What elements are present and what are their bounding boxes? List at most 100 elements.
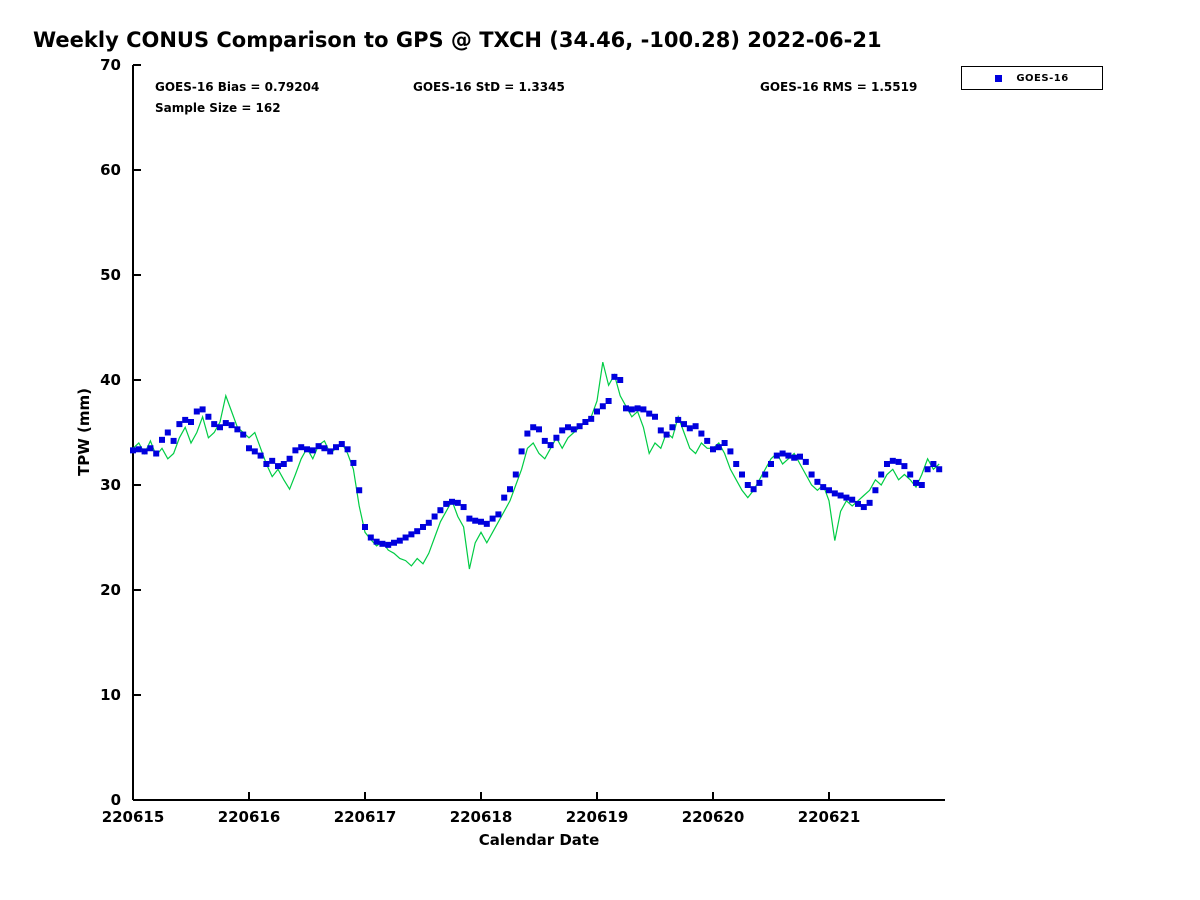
goes16-marker — [454, 499, 461, 506]
y-tick-label: 10 — [100, 686, 121, 704]
goes16-marker — [797, 453, 803, 460]
goes16-marker — [878, 471, 885, 478]
x-tick-label: 220617 — [334, 808, 397, 826]
goes16-marker — [721, 440, 728, 446]
goes16-marker — [570, 426, 577, 433]
goes16-marker — [663, 431, 670, 438]
goes16-marker — [518, 448, 525, 455]
goes16-marker — [159, 436, 165, 443]
goes16-marker — [199, 406, 206, 413]
goes16-marker — [501, 494, 508, 501]
goes16-marker — [773, 452, 780, 459]
goes16-marker — [605, 398, 612, 404]
goes16-marker — [791, 454, 798, 461]
goes16-marker — [414, 528, 421, 535]
goes16-marker — [768, 461, 774, 467]
y-tick-label: 40 — [100, 371, 121, 389]
goes16-marker — [356, 487, 363, 494]
goes16-marker — [228, 422, 235, 429]
goes16-marker — [147, 445, 154, 452]
goes16-marker — [153, 450, 160, 457]
goes16-marker — [675, 416, 682, 423]
goes16-marker — [530, 424, 537, 431]
goes16-marker — [420, 524, 426, 530]
goes16-marker — [710, 446, 716, 453]
annotation-bias: GOES-16 Bias = 0.79204 — [155, 80, 320, 94]
goes16-marker — [193, 408, 200, 415]
goes16-marker — [298, 444, 305, 451]
goes16-marker — [936, 466, 943, 473]
goes16-marker — [141, 448, 148, 455]
goes16-marker — [536, 426, 542, 433]
goes16-marker — [246, 445, 252, 452]
goes16-marker — [188, 419, 194, 425]
goes16-marker — [837, 492, 844, 499]
goes16-marker — [315, 443, 322, 450]
goes16-marker — [449, 498, 455, 505]
y-axis-label: TPW (mm) — [75, 388, 93, 476]
goes16-marker — [866, 499, 873, 506]
goes16-marker — [756, 479, 763, 486]
goes16-marker — [431, 513, 438, 520]
goes16-marker — [907, 471, 914, 478]
goes16-marker — [205, 413, 212, 420]
goes16-marker — [135, 446, 142, 453]
goes16-marker — [895, 458, 902, 465]
goes16-marker — [402, 534, 409, 541]
goes16-marker — [257, 452, 264, 459]
x-tick-label: 220620 — [682, 808, 745, 826]
y-tick-label: 60 — [100, 161, 121, 179]
goes16-marker — [507, 486, 513, 493]
goes16-marker — [901, 463, 908, 470]
goes16-marker — [860, 504, 867, 511]
annotation-sample-size: Sample Size = 162 — [155, 101, 281, 115]
goes16-marker — [802, 458, 809, 465]
goes16-marker — [785, 452, 792, 459]
goes16-marker — [692, 423, 699, 430]
goes16-marker — [831, 490, 838, 497]
goes16-marker — [164, 429, 171, 436]
goes16-marker — [918, 482, 925, 488]
gps-line — [132, 361, 940, 570]
goes16-marker — [686, 425, 693, 432]
goes16-marker — [437, 507, 444, 514]
goes16-marker — [617, 377, 624, 383]
goes16-marker — [681, 421, 687, 428]
goes16-marker — [344, 446, 351, 453]
goes16-marker — [855, 500, 861, 507]
goes16-marker — [489, 515, 496, 522]
goes16-marker — [913, 479, 919, 486]
goes16-marker — [362, 524, 368, 530]
goes16-marker — [820, 484, 827, 491]
goes16-marker — [130, 447, 136, 454]
goes16-marker — [466, 515, 473, 522]
goes16-marker — [814, 478, 821, 485]
goes16-marker — [373, 538, 380, 545]
goes16-marker — [808, 471, 815, 478]
goes16-marker — [443, 500, 450, 507]
goes16-marker — [623, 405, 629, 412]
goes16-marker — [292, 447, 299, 454]
goes16-marker — [263, 461, 270, 467]
goes16-marker — [553, 434, 560, 441]
goes16-marker — [762, 471, 769, 478]
goes16-marker — [657, 427, 664, 434]
goes16-marker — [327, 448, 334, 455]
goes16-marker — [634, 405, 641, 412]
goes16-marker — [541, 437, 548, 444]
goes16-marker — [338, 441, 345, 448]
goes16-marker — [698, 430, 705, 437]
goes16-marker — [599, 403, 606, 410]
goes16-marker — [286, 455, 293, 462]
goes16-marker — [704, 437, 711, 444]
annotation-std: GOES-16 StD = 1.3345 — [413, 80, 565, 94]
x-tick-label: 220618 — [450, 808, 513, 826]
goes16-marker — [391, 539, 397, 546]
x-tick-label: 220616 — [218, 808, 281, 826]
goes16-marker — [594, 408, 600, 415]
goes16-marker — [385, 541, 392, 548]
goes16-marker — [211, 421, 218, 428]
goes16-marker — [884, 461, 890, 467]
